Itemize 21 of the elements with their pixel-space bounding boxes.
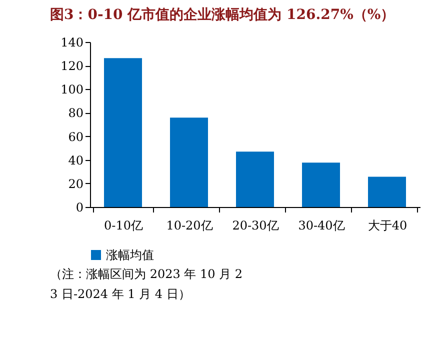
y-tick-label: 80 <box>68 106 84 120</box>
y-tick-label: 0 <box>76 200 84 214</box>
x-tick-label: 0-10亿 <box>104 218 143 232</box>
bar <box>368 176 406 207</box>
x-tick-label: 大于40 <box>368 218 408 232</box>
x-tick-label: 10-20亿 <box>166 218 213 232</box>
x-tick-label: 20-30亿 <box>232 218 279 232</box>
y-tick-label: 140 <box>60 36 84 50</box>
legend-label: 涨幅均值 <box>106 248 154 262</box>
y-tick-label: 60 <box>68 130 84 144</box>
bar <box>302 162 340 207</box>
bar <box>236 152 274 207</box>
bar <box>104 58 142 207</box>
y-tick-label: 40 <box>68 153 84 168</box>
y-tick-label: 20 <box>68 176 84 191</box>
x-tick-label: 30-40亿 <box>298 218 345 232</box>
y-tick-label: 120 <box>60 59 84 74</box>
chart-title: 图3：0-10 亿市值的企业涨幅均值为 126.27%（%） <box>50 6 395 23</box>
bar <box>170 118 208 207</box>
text: （注：涨幅区间为 2023 年 10 月 23 日-2024 年 1 月 4 日） <box>50 267 243 301</box>
y-tick-label: 100 <box>60 82 84 97</box>
